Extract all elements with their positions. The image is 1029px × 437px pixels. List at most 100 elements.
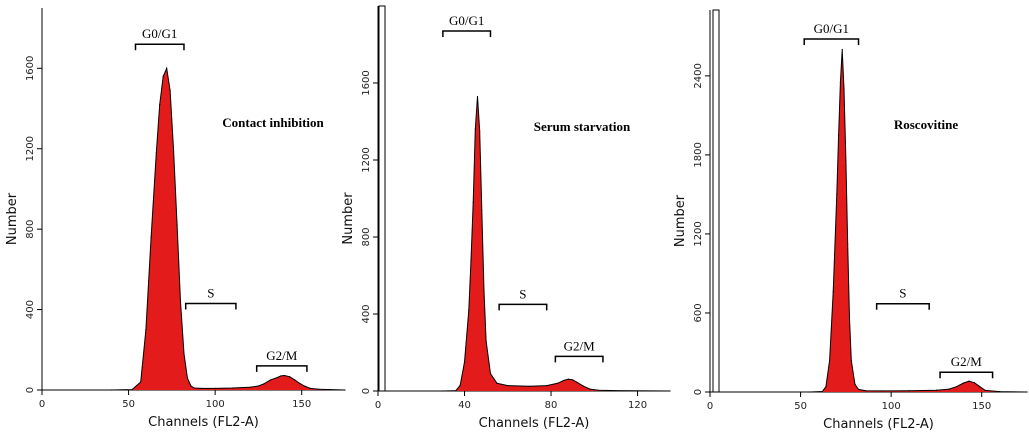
x-axis-title: Channels (FL2-A) <box>823 417 934 432</box>
data-point <box>809 391 811 393</box>
x-tick-label: 150 <box>292 399 311 410</box>
histogram-outline <box>710 49 1028 393</box>
data-point <box>176 224 178 226</box>
data-point <box>563 379 565 382</box>
data-point <box>845 159 847 161</box>
data-point <box>854 383 856 385</box>
y-tick-label: 1600 <box>361 70 372 95</box>
data-point <box>309 387 311 389</box>
histogram-fill <box>378 96 670 391</box>
y-tick-label: 1200 <box>25 136 36 161</box>
y-tick-label: 1200 <box>693 221 704 246</box>
y-tick-label: 0 <box>693 389 704 395</box>
data-point <box>948 388 950 390</box>
data-point <box>131 388 133 391</box>
x-tick-label: 100 <box>206 399 225 410</box>
gate-bracket <box>255 365 308 372</box>
gate-label: G0/G1 <box>449 13 484 28</box>
data-point <box>528 385 531 387</box>
histogram-fill <box>710 49 1027 392</box>
data-point <box>288 376 291 378</box>
x-axis-title: Channels (FL2-A) <box>479 416 590 431</box>
y-axis-title: Number <box>5 192 20 245</box>
data-point <box>598 389 600 391</box>
gate-label: G2/M <box>951 354 983 369</box>
data-point <box>145 329 147 331</box>
data-point <box>556 382 559 384</box>
y-tick-label: 2400 <box>693 63 704 88</box>
y-tick-label: 0 <box>361 388 372 394</box>
data-point <box>839 81 842 84</box>
condition-label: Serum starvation <box>534 119 631 134</box>
left-edge-bar <box>378 5 386 392</box>
data-point <box>546 385 548 387</box>
data-point <box>269 379 272 381</box>
data-point <box>318 388 320 390</box>
data-point <box>507 385 509 387</box>
x-tick-label: 50 <box>122 399 135 410</box>
data-point <box>150 236 152 238</box>
data-point <box>479 130 481 132</box>
data-point <box>567 378 569 380</box>
data-point <box>455 390 457 392</box>
data-point <box>582 385 585 387</box>
data-point <box>838 134 840 136</box>
data-point <box>589 388 591 390</box>
data-point <box>463 361 466 363</box>
data-point <box>841 48 843 51</box>
gate-bracket <box>442 30 492 38</box>
data-point <box>193 387 195 389</box>
data-point <box>41 389 43 391</box>
data-point <box>377 390 379 392</box>
data-point <box>576 381 578 383</box>
data-point <box>481 209 483 211</box>
gate-label: G2/M <box>564 338 596 353</box>
y-tick-label: 1200 <box>361 147 372 172</box>
data-point <box>832 291 834 293</box>
data-point <box>231 387 234 389</box>
data-point <box>155 152 157 154</box>
data-point <box>999 391 1001 393</box>
data-point <box>179 300 182 303</box>
data-point <box>857 388 860 390</box>
gate-label: S <box>519 286 526 301</box>
data-point <box>249 386 251 388</box>
data-point <box>470 259 472 261</box>
gate-bracket <box>184 302 237 310</box>
data-point <box>183 353 185 355</box>
x-tick-label: 0 <box>707 401 713 412</box>
data-point <box>166 67 168 69</box>
y-tick-label: 800 <box>361 227 372 246</box>
data-point <box>190 385 192 387</box>
data-point <box>186 377 189 379</box>
data-point <box>474 128 476 130</box>
gate-bracket <box>554 355 604 363</box>
data-point <box>214 387 216 389</box>
data-point <box>836 193 838 196</box>
x-tick-label: 80 <box>545 400 558 411</box>
data-point <box>848 317 851 319</box>
data-point <box>344 389 346 391</box>
data-point <box>865 390 867 392</box>
gate-bracket <box>498 303 548 311</box>
x-tick-label: 0 <box>39 399 45 410</box>
gate-bracket <box>875 302 930 310</box>
data-point <box>200 387 202 389</box>
gate-label: G0/G1 <box>814 21 849 36</box>
x-tick-label: 120 <box>628 400 647 411</box>
gate-label: S <box>207 286 214 301</box>
data-point <box>843 88 845 90</box>
data-point <box>468 309 470 311</box>
data-point <box>263 383 265 385</box>
x-tick-label: 40 <box>458 400 471 411</box>
y-tick-label: 1600 <box>25 56 36 81</box>
gate-bracket <box>134 43 185 51</box>
data-point <box>476 95 479 98</box>
data-point <box>979 386 981 388</box>
y-tick-label: 400 <box>25 300 36 319</box>
data-point <box>973 382 976 384</box>
data-point <box>140 381 142 383</box>
data-point <box>968 380 970 382</box>
gate-label: G2/M <box>266 348 298 363</box>
